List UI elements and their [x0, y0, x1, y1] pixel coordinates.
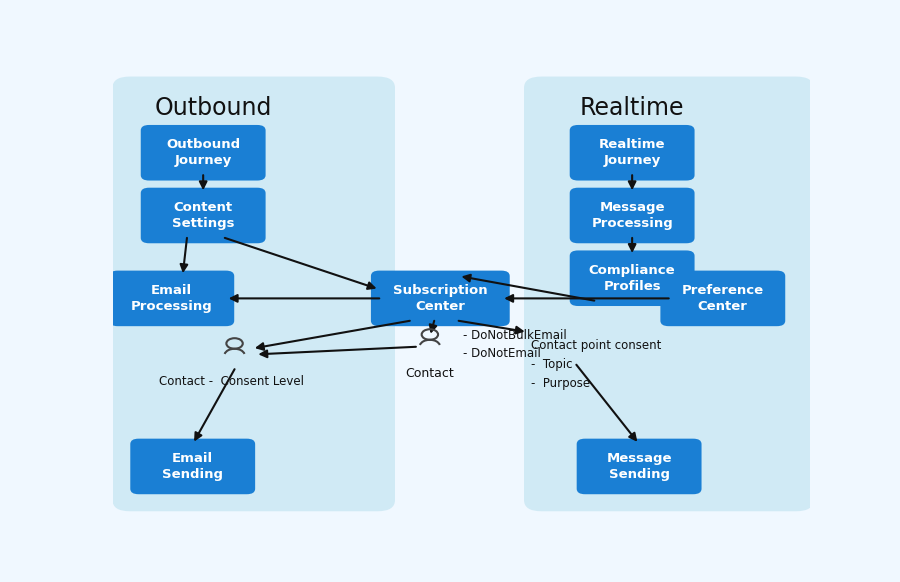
- FancyBboxPatch shape: [110, 271, 234, 326]
- FancyBboxPatch shape: [524, 77, 814, 511]
- Text: Outbound
Journey: Outbound Journey: [166, 139, 240, 167]
- FancyBboxPatch shape: [570, 188, 695, 243]
- FancyBboxPatch shape: [570, 125, 695, 180]
- Text: Email
Sending: Email Sending: [162, 452, 223, 481]
- FancyBboxPatch shape: [661, 271, 785, 326]
- FancyBboxPatch shape: [112, 77, 395, 511]
- Text: Outbound: Outbound: [155, 96, 273, 120]
- Text: Message
Processing: Message Processing: [591, 201, 673, 230]
- Text: Contact: Contact: [406, 367, 454, 379]
- Text: Compliance
Profiles: Compliance Profiles: [589, 264, 675, 293]
- Text: Realtime: Realtime: [580, 96, 684, 120]
- Text: Contact point consent
-  Topic
-  Purpose: Contact point consent - Topic - Purpose: [531, 339, 662, 390]
- Text: Contact -  Consent Level: Contact - Consent Level: [158, 375, 303, 388]
- Text: Content
Settings: Content Settings: [172, 201, 234, 230]
- FancyBboxPatch shape: [130, 439, 255, 494]
- Text: Preference
Center: Preference Center: [682, 284, 764, 313]
- Text: Email
Processing: Email Processing: [130, 284, 212, 313]
- Text: Subscription
Center: Subscription Center: [393, 284, 488, 313]
- FancyBboxPatch shape: [570, 250, 695, 306]
- FancyBboxPatch shape: [140, 188, 266, 243]
- FancyBboxPatch shape: [140, 125, 266, 180]
- FancyBboxPatch shape: [577, 439, 701, 494]
- Text: Message
Sending: Message Sending: [607, 452, 672, 481]
- Text: Realtime
Journey: Realtime Journey: [598, 139, 665, 167]
- FancyBboxPatch shape: [371, 271, 509, 326]
- Text: - DoNotBulkEmail
- DoNotEmail: - DoNotBulkEmail - DoNotEmail: [464, 329, 567, 360]
